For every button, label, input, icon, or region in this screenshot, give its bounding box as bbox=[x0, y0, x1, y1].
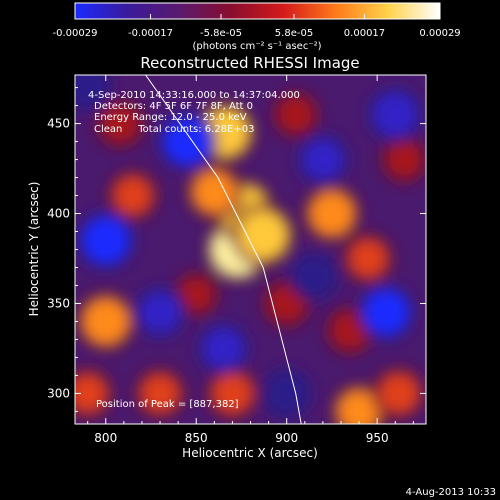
emission-source-blob bbox=[278, 97, 313, 132]
colorbar-unit-label: (photons cm⁻² s⁻¹ asec⁻²) bbox=[192, 41, 321, 52]
negative-residual-blob bbox=[303, 139, 343, 180]
emission-source-blob bbox=[179, 278, 213, 311]
info-clean-counts: Clean Total counts: 6.28E+03 bbox=[94, 124, 254, 135]
generation-timestamp: 4-Aug-2013 10:33 bbox=[406, 487, 496, 498]
solar-limb-line bbox=[145, 75, 302, 424]
x-tick-label: 800 bbox=[94, 431, 117, 445]
colorbar-tick-label: 0.00029 bbox=[419, 28, 460, 39]
emission-source-blob bbox=[387, 142, 422, 177]
colorbar-strip bbox=[74, 2, 441, 20]
emission-source-blob bbox=[212, 373, 253, 414]
image-emission-layer bbox=[75, 75, 426, 424]
negative-residual-blob bbox=[140, 292, 180, 333]
emission-source-blob bbox=[309, 191, 354, 236]
emission-source-blob bbox=[337, 390, 381, 424]
colorbar-tick-label: 5.8e-05 bbox=[275, 28, 313, 39]
emission-source-blob bbox=[82, 298, 129, 345]
x-tick-label: 850 bbox=[185, 431, 208, 445]
info-time-range: 4-Sep-2010 14:33:16.000 to 14:37:04.000 bbox=[88, 90, 300, 101]
y-tick-label: 350 bbox=[47, 296, 70, 310]
negative-residual-blob bbox=[295, 258, 332, 295]
negative-residual-blob bbox=[267, 374, 306, 413]
negative-residual-blob bbox=[203, 328, 243, 369]
negative-residual-blob bbox=[374, 93, 417, 136]
info-block: 4-Sep-2010 14:33:16.000 to 14:37:04.000 … bbox=[88, 90, 300, 135]
info-detectors: Detectors: 4F 5F 6F 7F 8F, Att 0 bbox=[94, 101, 253, 112]
axis-ticks: 800 850 900 950 300 350 400 450 bbox=[47, 75, 426, 445]
negative-residual-blob bbox=[75, 75, 106, 106]
emission-source-blob bbox=[349, 239, 387, 278]
y-axis-label: Heliocentric Y (arcsec) bbox=[27, 182, 41, 317]
emission-source-blob bbox=[141, 374, 179, 413]
info-energy-range: Energy Range: 12.0 - 25.0 keV bbox=[94, 112, 247, 123]
emission-source-blob bbox=[193, 170, 236, 214]
x-tick-label: 900 bbox=[275, 431, 298, 445]
colorbar-ticks: -0.00029 -0.00017 -5.8e-05 5.8e-05 0.00017 0.… bbox=[53, 14, 461, 39]
negative-residual-blob bbox=[82, 217, 129, 264]
y-tick-label: 450 bbox=[47, 117, 70, 131]
emission-source-blob bbox=[238, 210, 288, 260]
x-tick-label: 950 bbox=[366, 431, 389, 445]
negative-residual-blob bbox=[364, 290, 409, 335]
colorbar-tick-label: 0.00017 bbox=[344, 28, 385, 39]
emission-source-blob bbox=[102, 105, 139, 142]
x-axis-label: Heliocentric X (arcsec) bbox=[182, 446, 318, 460]
emission-source-blob bbox=[75, 374, 107, 413]
colorbar: -0.00029 -0.00017 -5.8e-05 5.8e-05 0.00017 0.… bbox=[53, 2, 461, 52]
negative-residual-blob bbox=[164, 118, 210, 165]
peak-position-label: Position of Peak = [887,382] bbox=[96, 399, 239, 410]
emission-source-blob bbox=[379, 373, 419, 414]
colorbar-tick-label: -0.00017 bbox=[128, 28, 173, 39]
plot-area: 800 850 900 950 300 350 400 450 4-Sep-2010 14:3… bbox=[47, 74, 427, 445]
colorbar-tick-label: -0.00029 bbox=[53, 28, 98, 39]
colorbar-tick-label: -5.8e-05 bbox=[200, 28, 242, 39]
emission-source-blob bbox=[114, 176, 152, 215]
y-tick-label: 300 bbox=[47, 386, 70, 400]
plot-title: Reconstructed RHESSI Image bbox=[140, 54, 359, 72]
y-tick-label: 400 bbox=[47, 207, 70, 221]
